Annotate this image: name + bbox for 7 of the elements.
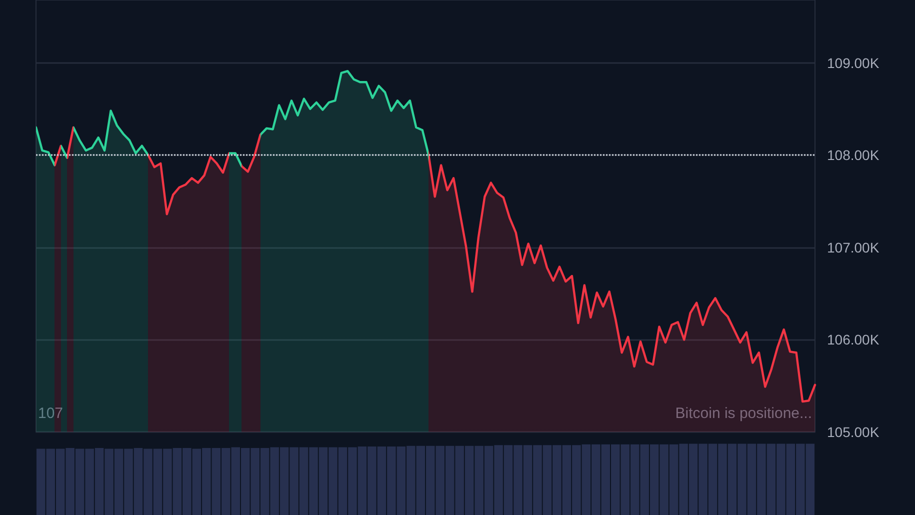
y-tick-label: 109.00K: [827, 54, 880, 71]
y-tick-label: 107.00K: [827, 239, 880, 256]
y-tick-label: 108.00K: [827, 147, 880, 164]
y-tick-label: 106.00K: [827, 332, 880, 348]
annotation: 107: [38, 405, 64, 422]
annotation: Bitcoin is positione...: [675, 405, 812, 422]
y-tick-label: 105.00K: [827, 424, 880, 440]
